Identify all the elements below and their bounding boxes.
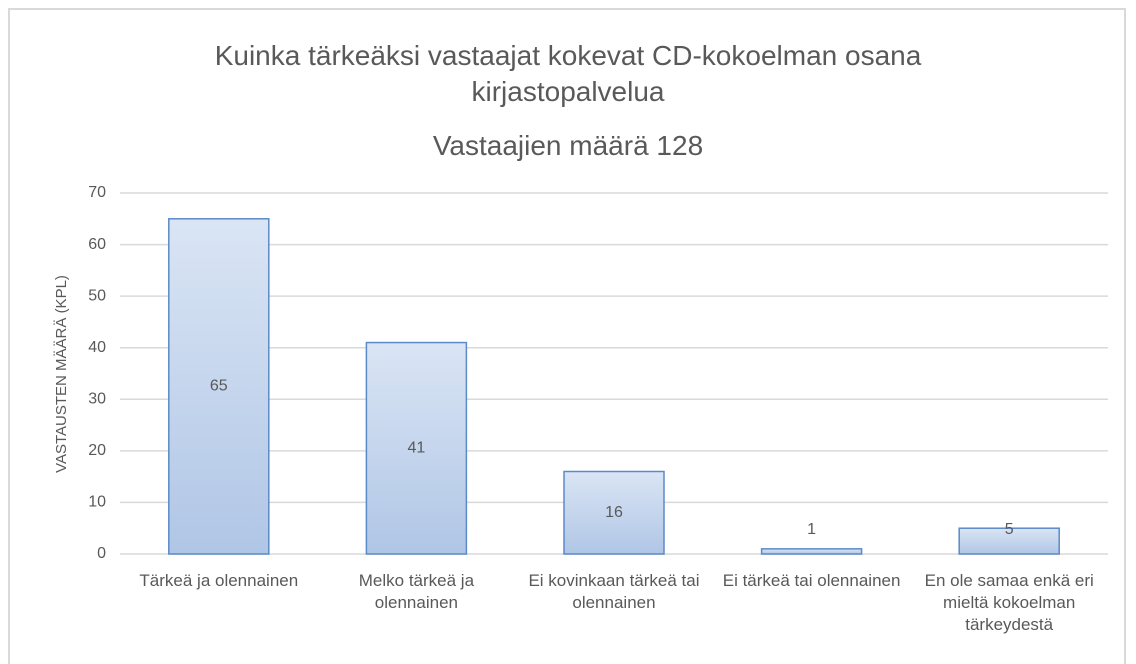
y-tick-label: 40 <box>88 339 106 356</box>
chart-frame <box>8 8 1126 664</box>
y-tick-label: 20 <box>88 442 106 459</box>
x-tick-label: Ei kovinkaan tärkeä tai olennainen <box>528 571 700 612</box>
chart-title: Kuinka tärkeäksi vastaajat kokevat CD-ko… <box>214 40 922 107</box>
x-tick-label: Ei tärkeä tai olennainen <box>722 571 901 590</box>
data-label: 1 <box>807 521 816 538</box>
y-tick-label: 50 <box>88 287 106 304</box>
bar <box>563 470 665 555</box>
bar <box>365 341 468 555</box>
chart-subtitle: Vastaajien määrä 128 <box>432 130 704 161</box>
y-tick-label: 0 <box>97 545 106 562</box>
bar <box>760 548 863 555</box>
bar <box>168 218 270 555</box>
x-tick-label: En ole samaa enkä eri mieltä kokoelman t… <box>924 571 1094 634</box>
y-tick-label: 60 <box>88 236 106 253</box>
data-label: 5 <box>1005 521 1014 538</box>
y-axis-label: VASTAUSTEN MÄÄRÄ (KPL) <box>53 275 70 473</box>
bar <box>958 527 1060 555</box>
y-tick-label: 30 <box>88 391 106 408</box>
y-tick-label: 10 <box>88 494 106 511</box>
x-tick-label: Tärkeä ja olennainen <box>139 571 299 590</box>
data-label: 65 <box>210 378 228 395</box>
data-label: 41 <box>408 439 426 456</box>
x-tick-label: Melko tärkeä ja olennainen <box>358 571 475 612</box>
data-label: 16 <box>605 504 623 521</box>
y-tick-label: 70 <box>88 184 106 201</box>
